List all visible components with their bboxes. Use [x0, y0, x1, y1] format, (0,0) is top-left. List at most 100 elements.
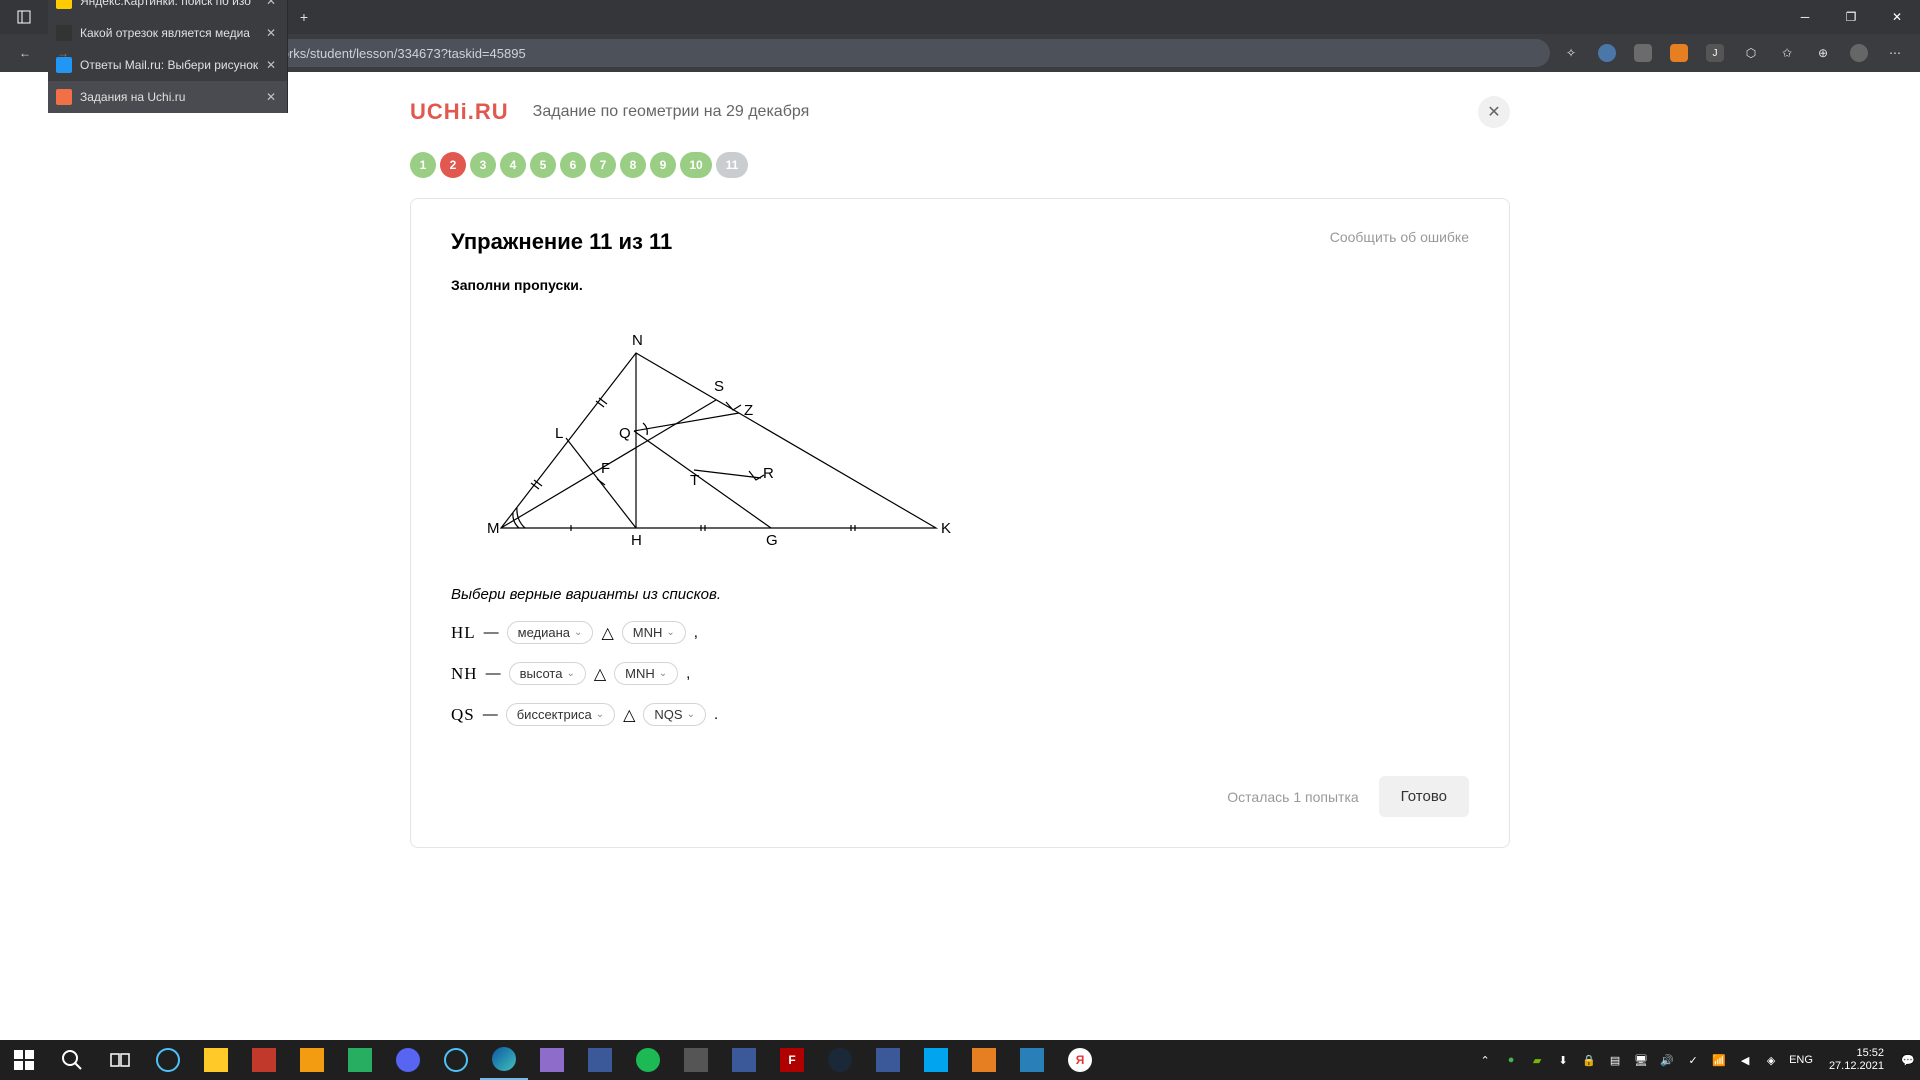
spotify-icon[interactable] [624, 1040, 672, 1080]
yandex-icon[interactable]: Я [1056, 1040, 1104, 1080]
chevron-down-icon: ⌄ [666, 627, 674, 638]
sub-instruction: Выбери верные варианты из списков. [451, 586, 1469, 603]
tray-icon-1[interactable]: ● [1503, 1052, 1519, 1068]
close-window-button[interactable]: ✕ [1874, 0, 1920, 34]
extensions-icon[interactable]: ⬡ [1734, 38, 1768, 68]
tab-title: Какой отрезок является медиа [80, 26, 263, 40]
tray-language[interactable]: ENG [1789, 1054, 1813, 1066]
app-icon-1[interactable] [240, 1040, 288, 1080]
filezilla-icon[interactable]: F [768, 1040, 816, 1080]
app-icon-4[interactable] [432, 1040, 480, 1080]
type-dropdown[interactable]: биссектриса⌄ [506, 703, 615, 726]
svg-text:L: L [555, 425, 563, 442]
tab-actions-icon[interactable] [0, 10, 48, 24]
step-2[interactable]: 2 [440, 152, 466, 178]
step-4[interactable]: 4 [500, 152, 526, 178]
svg-text:G: G [766, 532, 778, 549]
tab-close-icon[interactable]: ✕ [263, 58, 279, 72]
report-error-link[interactable]: Сообщить об ошибке [1330, 229, 1469, 245]
step-5[interactable]: 5 [530, 152, 556, 178]
app-icon-10[interactable] [912, 1040, 960, 1080]
new-tab-button[interactable]: + [288, 9, 320, 25]
file-explorer-icon[interactable] [192, 1040, 240, 1080]
tab-close-icon[interactable]: ✕ [263, 26, 279, 40]
edge-icon[interactable] [480, 1040, 528, 1080]
triangle-dropdown[interactable]: MNH⌄ [622, 621, 686, 644]
browser-tab[interactable]: Ответы Mail.ru: Выбери рисунок ✕ [48, 49, 288, 81]
collections-icon[interactable]: ⊕ [1806, 38, 1840, 68]
triangle-symbol: △ [594, 664, 606, 684]
type-dropdown[interactable]: медиана⌄ [507, 621, 594, 644]
tray-icon-5[interactable]: ✓ [1685, 1052, 1701, 1068]
app-icon-6[interactable] [576, 1040, 624, 1080]
tray-icon-4[interactable]: ▤ [1607, 1052, 1623, 1068]
ext-shopping-icon[interactable] [1626, 38, 1660, 68]
favorites-icon[interactable]: ✩ [1770, 38, 1804, 68]
app-icon-8[interactable] [720, 1040, 768, 1080]
app-icon-5[interactable] [528, 1040, 576, 1080]
tray-network-icon[interactable]: 📶 [1711, 1052, 1727, 1068]
step-1[interactable]: 1 [410, 152, 436, 178]
svg-text:R: R [763, 465, 774, 482]
step-10[interactable]: 10 [680, 152, 712, 178]
app-icon-2[interactable] [288, 1040, 336, 1080]
steam-icon[interactable] [816, 1040, 864, 1080]
tray-notifications-icon[interactable]: 💬 [1900, 1052, 1916, 1068]
tray-steam-icon[interactable]: ◈ [1763, 1052, 1779, 1068]
step-11[interactable]: 11 [716, 152, 748, 178]
close-task-button[interactable]: ✕ [1478, 96, 1510, 128]
svg-text:T: T [690, 472, 699, 489]
app-icon-7[interactable] [672, 1040, 720, 1080]
tab-title: Ответы Mail.ru: Выбери рисунок [80, 58, 263, 72]
reading-mode-icon[interactable]: ✧ [1554, 38, 1588, 68]
step-8[interactable]: 8 [620, 152, 646, 178]
triangle-dropdown[interactable]: NQS⌄ [643, 703, 706, 726]
tray-volume-icon[interactable]: 🔊 [1659, 1052, 1675, 1068]
tray-nvidia-icon[interactable]: ▰ [1529, 1052, 1545, 1068]
search-button[interactable] [48, 1040, 96, 1080]
tray-icon-2[interactable]: ⬇ [1555, 1052, 1571, 1068]
minimize-button[interactable]: ─ [1782, 0, 1828, 34]
tab-close-icon[interactable]: ✕ [263, 0, 279, 8]
step-9[interactable]: 9 [650, 152, 676, 178]
windows-taskbar: F Я ⌃ ● ▰ ⬇ 🔒 ▤ 🖥 🔊 ✓ 📶 ◀ ◈ ENG 15:52 27… [0, 1040, 1920, 1080]
done-button[interactable]: Готово [1379, 776, 1469, 817]
triangle-dropdown[interactable]: MNH⌄ [614, 662, 678, 685]
type-dropdown[interactable]: высота⌄ [509, 662, 586, 685]
tray-usb-icon[interactable]: 🖥 [1633, 1052, 1649, 1068]
back-button[interactable]: ← [8, 38, 42, 68]
forward-button[interactable]: → [46, 38, 80, 68]
browser-tab[interactable]: Какой отрезок является медиа ✕ [48, 17, 288, 49]
tray-location-icon[interactable]: ◀ [1737, 1052, 1753, 1068]
maximize-button[interactable]: ❐ [1828, 0, 1874, 34]
start-button[interactable] [0, 1040, 48, 1080]
app-icon-9[interactable] [864, 1040, 912, 1080]
menu-button[interactable]: ⋯ [1878, 38, 1912, 68]
browser-tab[interactable]: Задания на Uchi.ru ✕ [48, 81, 288, 113]
answer-line: NH — высота⌄ △ MNH⌄ , [451, 662, 1469, 685]
step-6[interactable]: 6 [560, 152, 586, 178]
discord-icon[interactable] [384, 1040, 432, 1080]
ext-vk-icon[interactable] [1590, 38, 1624, 68]
answer-line: QS — биссектриса⌄ △ NQS⌄ . [451, 703, 1469, 726]
tab-close-icon[interactable]: ✕ [263, 90, 279, 104]
tray-chevron-icon[interactable]: ⌃ [1477, 1052, 1493, 1068]
app-icon-11[interactable] [960, 1040, 1008, 1080]
ext-coupon-icon[interactable] [1662, 38, 1696, 68]
browser-tab[interactable]: Яндекс.Картинки: поиск по изо ✕ [48, 0, 288, 17]
chevron-down-icon: ⌄ [596, 709, 604, 720]
app-icon-3[interactable] [336, 1040, 384, 1080]
triangle-symbol: △ [601, 623, 613, 643]
cortana-icon[interactable] [144, 1040, 192, 1080]
tray-clock[interactable]: 15:52 27.12.2021 [1823, 1047, 1890, 1073]
page-content: UCHi.RU Задание по геометрии на 29 декаб… [0, 72, 1920, 1040]
step-7[interactable]: 7 [590, 152, 616, 178]
app-icon-12[interactable] [1008, 1040, 1056, 1080]
uchi-header: UCHi.RU Задание по геометрии на 29 декаб… [410, 72, 1510, 152]
step-3[interactable]: 3 [470, 152, 496, 178]
profile-avatar[interactable] [1842, 38, 1876, 68]
task-view-button[interactable] [96, 1040, 144, 1080]
tray-icon-3[interactable]: 🔒 [1581, 1052, 1597, 1068]
address-bar[interactable]: 🔒 https://uchi.ru/homeworks/student/less… [122, 39, 1550, 67]
ext-profile-icon[interactable]: J [1698, 38, 1732, 68]
